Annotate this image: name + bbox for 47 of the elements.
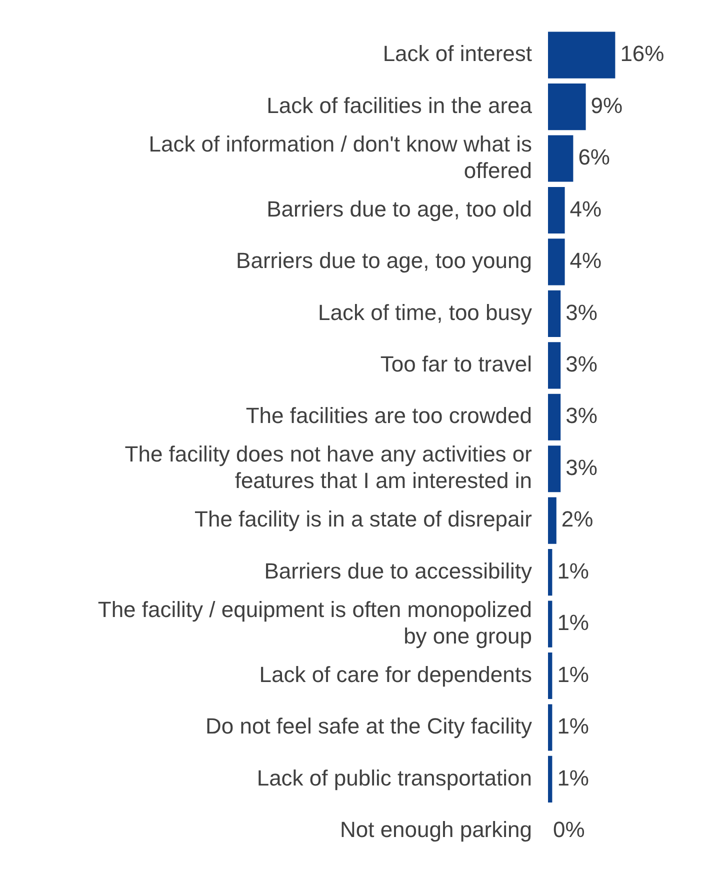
y-tick-label: The facility / equipment is often monopolized by one group: [98, 596, 532, 648]
y-tick-label: Not enough parking: [340, 817, 532, 842]
y-tick-label: Do not feel safe at the City facility: [206, 714, 532, 739]
y-tick-label: The facility is in a state of disrepair: [194, 506, 532, 532]
y-tick-label: Barriers due to accessibility: [264, 558, 532, 584]
bar: [548, 342, 561, 389]
bar: [548, 704, 552, 751]
data-label: 1%: [557, 714, 589, 739]
bar: [548, 135, 574, 182]
data-label: 3%: [566, 403, 598, 428]
bar: [548, 394, 561, 440]
y-tick-label: Lack of information / don't know what is offered: [148, 131, 532, 183]
data-label: 6%: [578, 144, 610, 170]
data-label: 2%: [561, 506, 594, 532]
data-label: 0%: [553, 817, 585, 842]
y-tick-label: Barriers due to age, too young: [236, 248, 532, 274]
y-tick-label: Lack of care for dependents: [259, 662, 532, 687]
bar: [548, 186, 565, 234]
bar: [548, 652, 552, 700]
data-label: 1%: [557, 662, 589, 687]
y-tick-label: The facilities are too crowded: [246, 403, 532, 428]
data-label: 9%: [590, 92, 623, 118]
data-label: 16%: [620, 41, 664, 66]
data-label: 1%: [557, 765, 589, 790]
data-label: 4%: [570, 196, 602, 222]
y-tick-label: Too far to travel: [380, 351, 532, 376]
bar: [548, 549, 552, 596]
bar: [548, 84, 586, 130]
y-tick-label: Lack of time, too busy: [318, 300, 532, 325]
bar: [548, 238, 565, 286]
data-label: 3%: [566, 351, 598, 376]
bar: [548, 32, 616, 78]
y-tick-label: Lack of interest: [382, 41, 532, 66]
bar: [548, 446, 561, 492]
bar: [548, 290, 561, 337]
data-label: 4%: [570, 248, 602, 274]
data-label: 3%: [566, 300, 598, 325]
bar: [548, 756, 552, 802]
bar: [548, 497, 556, 544]
data-label: 1%: [557, 610, 589, 636]
y-tick-label: Lack of facilities in the area: [266, 92, 533, 118]
y-tick-label: Barriers due to age, too old: [266, 196, 532, 222]
data-label: 1%: [557, 558, 589, 584]
y-tick-label: The facility does not have any activities or features that I am interested in: [124, 442, 532, 494]
data-label: 3%: [566, 454, 598, 480]
bar: [548, 600, 552, 648]
y-tick-label: Lack of public transportation: [256, 765, 532, 790]
